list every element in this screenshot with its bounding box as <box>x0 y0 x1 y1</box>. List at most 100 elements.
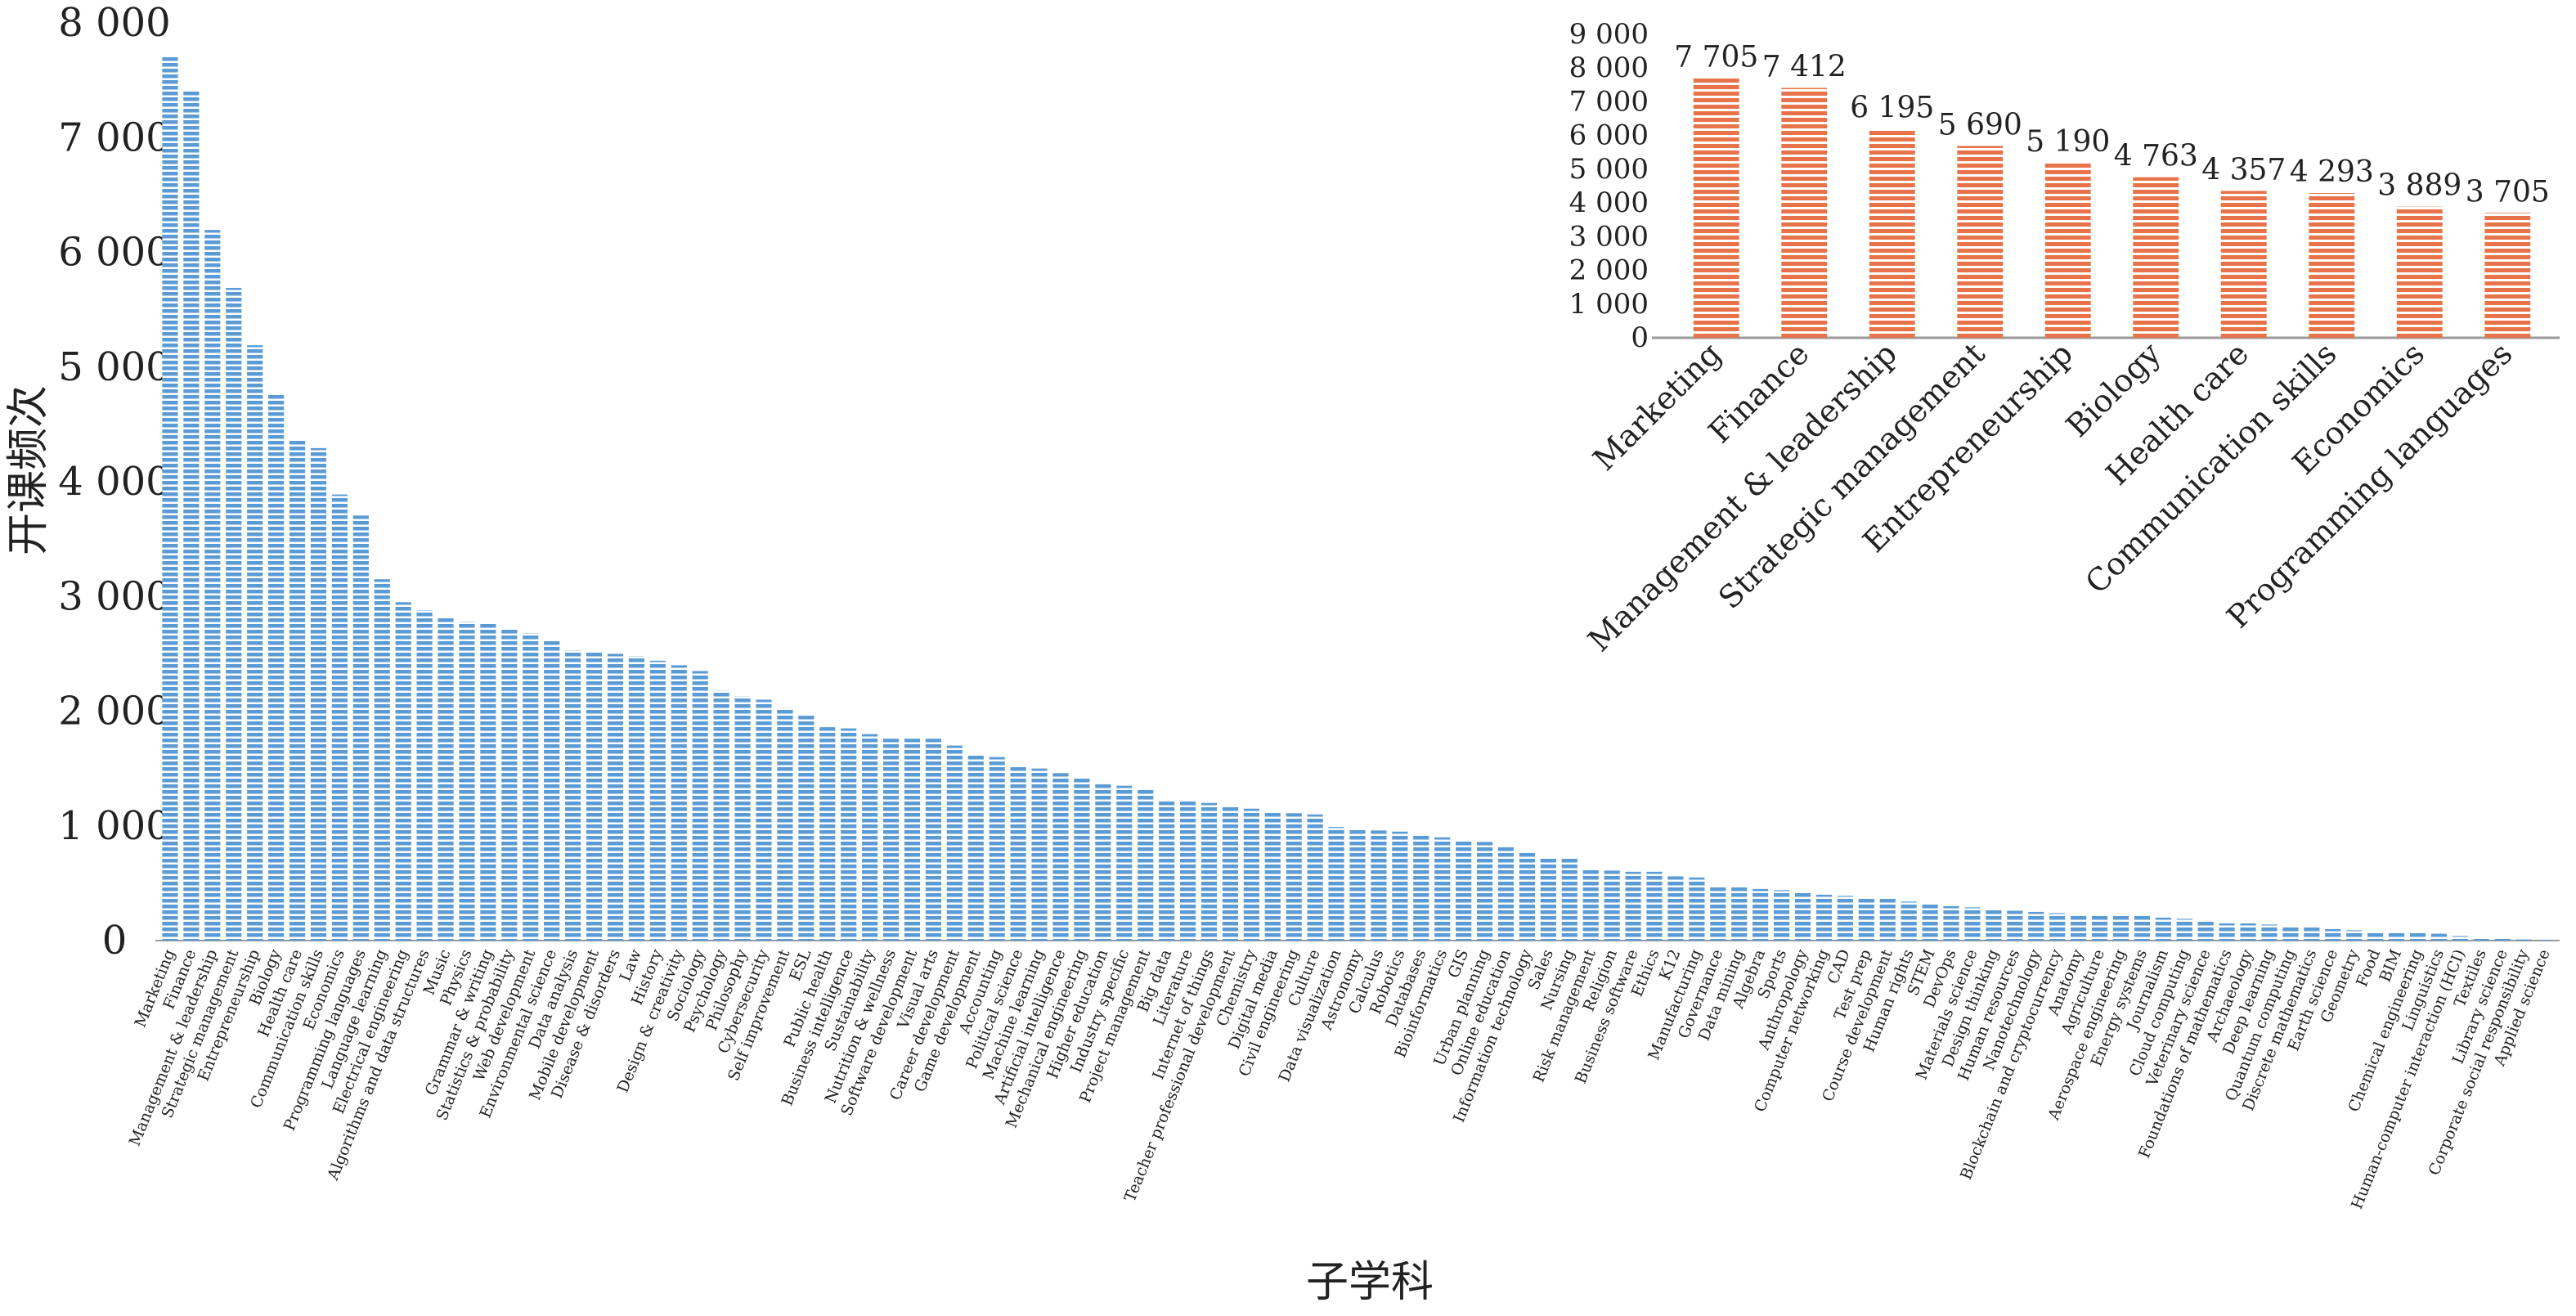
main-bar <box>226 287 242 941</box>
main-bar <box>1582 869 1599 941</box>
main-bar <box>798 716 815 941</box>
main-bar <box>1986 910 2002 941</box>
inset-y-tick-label: 1 000 <box>1569 288 1649 321</box>
main-bar <box>2409 932 2426 941</box>
inset-bar <box>2044 163 2091 338</box>
main-bar <box>565 650 581 941</box>
main-bar <box>2070 914 2087 941</box>
main-bar <box>1456 839 1472 941</box>
main-bar <box>607 654 624 941</box>
inset-x-tick-label: Marketing <box>1586 335 1729 478</box>
main-bar <box>480 623 496 941</box>
main-bar <box>904 739 921 941</box>
main-bar <box>2240 923 2256 941</box>
main-bar <box>692 671 708 941</box>
main-bar <box>1689 877 1705 941</box>
main-bar <box>416 610 433 941</box>
main-bar <box>310 447 327 941</box>
inset-y-tick-label: 8 000 <box>1569 52 1649 84</box>
main-bar <box>1307 814 1323 941</box>
main-bar <box>2494 938 2511 941</box>
main-bar <box>713 690 729 941</box>
main-bar <box>882 739 900 941</box>
inset-data-label: 5 190 <box>2026 125 2110 159</box>
main-bar <box>1074 777 1090 941</box>
main-bar <box>1815 894 1833 941</box>
main-y-tick-label: 3 000 <box>58 573 170 619</box>
main-bar <box>2091 914 2108 941</box>
main-bar <box>2112 915 2129 941</box>
main-bar <box>183 90 200 941</box>
main-bar <box>374 579 390 941</box>
main-bar <box>841 728 857 941</box>
inset-bar <box>2133 177 2179 338</box>
main-bar <box>2430 933 2447 941</box>
main-bar <box>1604 870 1620 941</box>
inset-data-label: 3 705 <box>2466 175 2550 209</box>
main-bar <box>1964 907 1981 941</box>
inset-y-tick-label: 6 000 <box>1569 119 1649 152</box>
inset-y-tick-label: 2 000 <box>1569 254 1649 287</box>
main-bar <box>1858 896 1874 941</box>
main-bar <box>1901 901 1917 941</box>
inset-data-label: 5 690 <box>1938 108 2022 141</box>
main-bar <box>1371 830 1387 941</box>
main-bar <box>1179 800 1196 941</box>
main-bar <box>2134 915 2150 941</box>
main-bar <box>756 699 772 941</box>
main-bar <box>2155 917 2171 941</box>
main-bar <box>1434 837 1451 941</box>
main-y-tick-label: 0 <box>102 918 128 963</box>
inset-data-label: 4 357 <box>2201 153 2286 186</box>
main-bar <box>247 345 263 941</box>
main-bar <box>628 656 645 941</box>
main-bar <box>862 734 878 941</box>
inset-bar <box>1781 88 1828 339</box>
main-bar <box>1773 890 1790 941</box>
main-bar <box>819 727 836 941</box>
main-bar <box>1731 887 1748 941</box>
main-bar <box>2176 919 2192 941</box>
main-bar <box>1943 905 1959 941</box>
inset-bar <box>1869 128 1915 338</box>
main-bar <box>438 617 454 941</box>
inset-y-tick-label: 4 000 <box>1569 186 1649 219</box>
main-bar <box>2049 913 2066 941</box>
main-bar <box>1561 858 1577 941</box>
main-bar <box>1200 802 1218 941</box>
main-bar <box>1519 852 1536 941</box>
main-bar <box>2346 930 2363 941</box>
main-bar <box>331 494 348 941</box>
main-bar <box>2452 936 2468 941</box>
main-bar <box>1922 904 1938 941</box>
main-bar <box>1794 892 1811 941</box>
inset-y-tick-label: 9 000 <box>1569 18 1649 51</box>
main-bar <box>1476 842 1493 941</box>
inset-bar <box>2484 213 2531 338</box>
main-bar <box>1667 876 1684 941</box>
main-bar <box>1349 828 1366 941</box>
main-y-tick-label: 1 000 <box>58 803 170 849</box>
main-bar <box>2028 911 2044 941</box>
main-bar <box>586 651 603 941</box>
main-bar <box>1328 827 1344 941</box>
inset-data-label: 3 889 <box>2377 169 2462 203</box>
inset-bar <box>2396 206 2443 338</box>
inset-data-label: 7 412 <box>1762 50 1847 83</box>
main-bar <box>2304 927 2320 941</box>
main-bar <box>1159 799 1175 941</box>
main-bars <box>162 56 2553 941</box>
main-bar <box>1031 768 1048 941</box>
main-bar <box>946 745 963 941</box>
main-bar <box>1752 888 1769 941</box>
main-bar <box>2515 939 2532 941</box>
main-bar <box>1879 896 1896 941</box>
main-bar <box>2367 931 2384 941</box>
main-bar <box>523 633 539 941</box>
main-bar <box>352 515 369 941</box>
main-bar <box>501 628 518 941</box>
main-bar <box>1010 766 1026 941</box>
